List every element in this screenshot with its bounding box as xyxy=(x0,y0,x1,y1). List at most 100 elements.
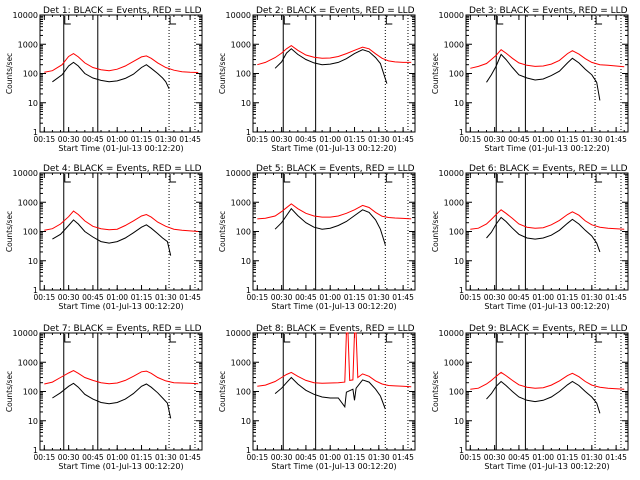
y-tick-label: 10000 xyxy=(13,11,38,20)
y-tick-label: 10000 xyxy=(226,329,251,338)
x-tick-label: 01:00 xyxy=(319,293,341,302)
x-axis-label: Start Time (01-Jul-13 00:12:20) xyxy=(271,462,396,471)
x-tick-label: 01:30 xyxy=(581,453,603,462)
x-tick-label: 01:30 xyxy=(368,135,390,144)
series-lld-line xyxy=(44,370,199,385)
y-tick-label: 10000 xyxy=(439,329,464,338)
y-tick-label: 10 xyxy=(241,257,251,266)
panel-title: Det 4: BLACK = Events, RED = LLD xyxy=(43,164,202,174)
series-events-line xyxy=(486,53,601,101)
panel-title: Det 9: BLACK = Events, RED = LLD xyxy=(469,324,628,334)
x-tick-label: 00:45 xyxy=(82,135,104,144)
x-axis-label: Start Time (01-Jul-13 00:12:20) xyxy=(484,462,609,471)
x-tick-label: 00:30 xyxy=(484,135,506,144)
x-tick-label: 01:15 xyxy=(344,453,366,462)
y-tick-label: 10000 xyxy=(13,169,38,178)
x-tick-label: 00:45 xyxy=(295,453,317,462)
interval-bracket xyxy=(64,174,71,183)
interval-bracket xyxy=(496,174,504,183)
y-tick-label: 10 xyxy=(28,99,38,108)
interval-bracket xyxy=(64,334,71,343)
panel-title: Det 1: BLACK = Events, RED = LLD xyxy=(43,6,202,16)
x-axis-label: Start Time (01-Jul-13 00:12:20) xyxy=(484,144,609,153)
y-tick-label: 1 xyxy=(246,446,251,455)
interval-bracket xyxy=(595,334,603,343)
interval-bracket xyxy=(283,334,291,343)
y-tick-label: 1 xyxy=(33,286,38,295)
x-tick-label: 00:30 xyxy=(484,453,506,462)
panel-det-7: Det 7: BLACK = Events, RED = LLD 1 10 100 10… xyxy=(5,324,203,471)
y-tick-label: 10000 xyxy=(226,169,251,178)
y-tick-label: 100 xyxy=(23,228,38,237)
y-tick-label: 10000 xyxy=(13,329,38,338)
interval-bracket xyxy=(283,16,291,25)
x-tick-label: 00:45 xyxy=(295,135,317,144)
y-axis-label: Counts/sec xyxy=(218,371,227,412)
y-tick-label: 10 xyxy=(454,417,464,426)
y-tick-label: 100 xyxy=(23,388,38,397)
series-lld-line xyxy=(470,49,625,69)
panel-title: Det 5: BLACK = Events, RED = LLD xyxy=(256,164,415,174)
x-axis-label: Start Time (01-Jul-13 00:12:20) xyxy=(58,462,183,471)
x-axis-label: Start Time (01-Jul-13 00:12:20) xyxy=(271,302,396,311)
y-axis-label: Counts/sec xyxy=(431,53,440,94)
y-tick-label: 10000 xyxy=(226,11,251,20)
y-tick-label: 1 xyxy=(459,128,464,137)
y-tick-label: 1000 xyxy=(231,358,251,367)
plot-frame xyxy=(39,332,203,451)
y-tick-label: 100 xyxy=(449,70,464,79)
y-tick-label: 1000 xyxy=(231,40,251,49)
interval-bracket xyxy=(496,16,504,25)
x-tick-label: 01:45 xyxy=(392,453,414,462)
x-tick-label: 01:45 xyxy=(179,135,201,144)
x-tick-label: 01:15 xyxy=(344,293,366,302)
x-axis-label: Start Time (01-Jul-13 00:12:20) xyxy=(271,144,396,153)
x-tick-label: 00:45 xyxy=(82,293,104,302)
x-tick-label: 01:30 xyxy=(155,293,177,302)
x-tick-label: 01:15 xyxy=(131,293,153,302)
series-events-line xyxy=(52,382,172,419)
x-tick-label: 00:45 xyxy=(82,453,104,462)
x-tick-label: 00:30 xyxy=(58,293,80,302)
panel-det-1: Det 1: BLACK = Events, RED = LLD 1 10 100 10… xyxy=(5,6,203,153)
x-tick-label: 01:00 xyxy=(106,293,128,302)
interval-bracket xyxy=(385,16,393,25)
y-tick-label: 1 xyxy=(33,446,38,455)
x-tick-label: 01:00 xyxy=(532,135,554,144)
x-axis-label: Start Time (01-Jul-13 00:12:20) xyxy=(484,302,609,311)
y-tick-label: 1 xyxy=(246,128,251,137)
y-tick-label: 10000 xyxy=(439,169,464,178)
panel-det-6: Det 6: BLACK = Events, RED = LLD 1 10 100 10… xyxy=(431,164,629,311)
plot-frame xyxy=(252,172,416,291)
x-tick-label: 00:15 xyxy=(247,135,269,144)
y-tick-label: 10000 xyxy=(439,11,464,20)
series-lld-line xyxy=(257,44,412,66)
y-tick-label: 1000 xyxy=(18,358,38,367)
x-tick-label: 01:00 xyxy=(106,453,128,462)
x-tick-label: 01:45 xyxy=(392,293,414,302)
panel-det-4: Det 4: BLACK = Events, RED = LLD 1 10 100 10… xyxy=(5,164,203,311)
interval-bracket xyxy=(595,174,603,183)
x-tick-label: 01:45 xyxy=(179,293,201,302)
x-tick-label: 00:15 xyxy=(460,293,482,302)
y-tick-label: 1 xyxy=(33,128,38,137)
x-tick-label: 01:15 xyxy=(131,135,153,144)
x-tick-label: 00:30 xyxy=(58,135,80,144)
interval-bracket xyxy=(169,174,177,183)
x-tick-label: 00:15 xyxy=(34,135,56,144)
x-tick-label: 01:00 xyxy=(532,293,554,302)
x-tick-label: 00:45 xyxy=(508,453,530,462)
y-tick-label: 10 xyxy=(241,417,251,426)
interval-bracket xyxy=(385,174,393,183)
interval-bracket xyxy=(496,334,504,343)
y-axis-label: Counts/sec xyxy=(5,53,14,94)
y-tick-label: 100 xyxy=(23,70,38,79)
series-lld-line xyxy=(470,209,625,230)
x-tick-label: 01:30 xyxy=(155,453,177,462)
x-tick-label: 01:15 xyxy=(131,453,153,462)
interval-bracket xyxy=(385,334,393,343)
x-tick-label: 01:15 xyxy=(344,135,366,144)
y-tick-label: 1000 xyxy=(18,198,38,207)
x-tick-label: 01:45 xyxy=(179,453,201,462)
